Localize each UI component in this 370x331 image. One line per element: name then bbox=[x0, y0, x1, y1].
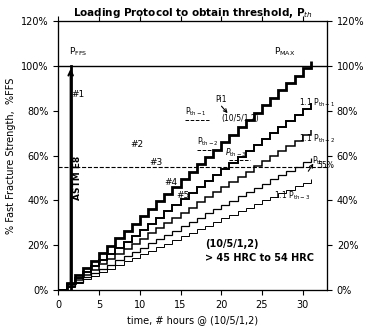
Text: #2: #2 bbox=[130, 140, 143, 149]
Text: #3: #3 bbox=[149, 158, 163, 166]
Y-axis label: % Fast Fracture Strength,  %FFS: % Fast Fracture Strength, %FFS bbox=[6, 77, 16, 234]
Text: #5: #5 bbox=[176, 191, 190, 200]
Text: ASTM E8: ASTM E8 bbox=[74, 156, 83, 200]
Text: P$_{\rm th-1}$: P$_{\rm th-1}$ bbox=[185, 105, 206, 118]
Text: 1.1 P$_{\rm th-1}$: 1.1 P$_{\rm th-1}$ bbox=[299, 97, 335, 109]
Text: (10/5/1,2): (10/5/1,2) bbox=[221, 114, 259, 123]
X-axis label: time, # hours @ (10/5/1,2): time, # hours @ (10/5/1,2) bbox=[127, 315, 258, 325]
Text: P$_{\rm th-3}$: P$_{\rm th-3}$ bbox=[225, 147, 247, 159]
Text: 55%: 55% bbox=[317, 161, 334, 170]
Text: P$_{\rm FFS}$: P$_{\rm FFS}$ bbox=[69, 46, 87, 58]
Text: 1.1 P$_{\rm th-2}$: 1.1 P$_{\rm th-2}$ bbox=[299, 133, 335, 145]
Text: (10/5/1,2)
> 45 HRC to 54 HRC: (10/5/1,2) > 45 HRC to 54 HRC bbox=[205, 239, 314, 263]
Text: P$_{\rm MAX}$: P$_{\rm MAX}$ bbox=[274, 46, 296, 58]
Text: Pi1: Pi1 bbox=[215, 95, 226, 104]
Text: P$_{\rm th}$: P$_{\rm th}$ bbox=[312, 155, 324, 167]
Title: Loading Protocol to obtain threshold, P$_{th}$: Loading Protocol to obtain threshold, P$… bbox=[73, 6, 313, 20]
Text: 1.1 P$_{\rm th-3}$: 1.1 P$_{\rm th-3}$ bbox=[274, 190, 310, 202]
Text: #4: #4 bbox=[164, 178, 177, 187]
Text: P$_{\rm th-2}$: P$_{\rm th-2}$ bbox=[197, 135, 218, 148]
Text: #1: #1 bbox=[71, 90, 85, 99]
